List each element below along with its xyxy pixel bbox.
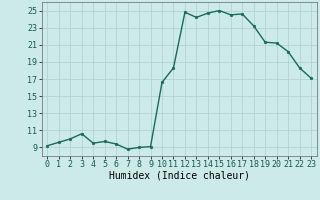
X-axis label: Humidex (Indice chaleur): Humidex (Indice chaleur) xyxy=(109,171,250,181)
